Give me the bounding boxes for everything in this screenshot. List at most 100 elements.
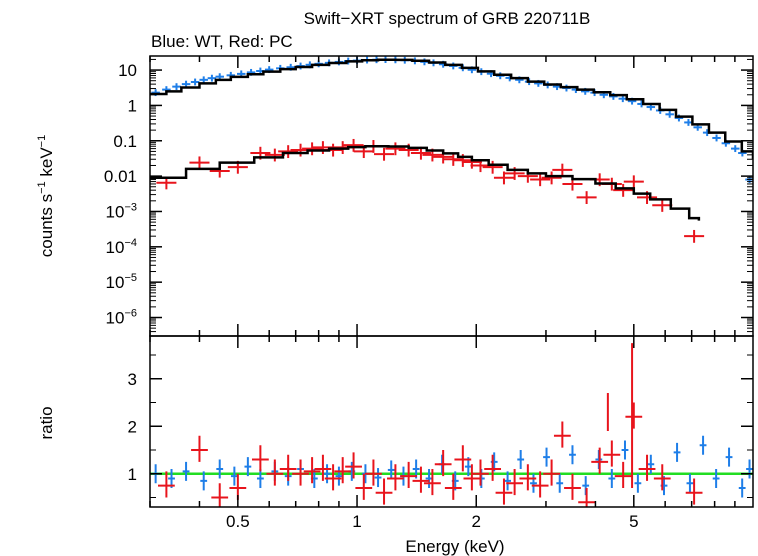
pc-spec-point-12 <box>343 138 364 152</box>
wt-ratio-point-26 <box>504 471 511 491</box>
top-y-tick-label-6: 10−5 <box>106 272 137 292</box>
pc-ratio-point-30 <box>543 459 560 486</box>
bottom-frame <box>149 335 754 508</box>
wt-ratio-point-12 <box>323 464 331 484</box>
pc-ratio-point-2 <box>211 483 229 507</box>
pc-ratio-point-27 <box>506 469 523 496</box>
pc-spec-point-5 <box>264 148 285 162</box>
pc-ratio-point-35 <box>603 440 621 467</box>
pc-ratio-point-6 <box>279 454 297 481</box>
pc-spec-point-30 <box>541 171 562 185</box>
pc-ratio-point-14 <box>365 459 382 486</box>
bot-y-tick-label-1: 2 <box>128 417 137 436</box>
pc-ratio-point-33 <box>578 488 596 507</box>
top-y-tick-label-2: 0.1 <box>113 132 137 151</box>
x-tick-label-3: 5 <box>629 512 638 531</box>
pc-ratio-point-32 <box>564 473 581 500</box>
tick-exp-6: −5 <box>124 272 137 284</box>
pc-spec-point-25 <box>482 160 503 174</box>
ylabel-base: counts s <box>37 194 56 257</box>
wt-ratio-point-13 <box>335 466 343 486</box>
wt-ratio-point-27 <box>517 450 525 469</box>
wt-ratio-point-30 <box>556 473 564 493</box>
pc-ratio-point-16 <box>387 464 404 491</box>
pc-ratio-point-17 <box>400 461 418 488</box>
tick-base-5: 10 <box>106 238 125 257</box>
wt-spec-point-2 <box>172 83 181 91</box>
pc-ratio-point-10 <box>324 464 342 491</box>
pc-spec-point-31 <box>552 163 573 177</box>
pc-ratio-point-38 <box>638 454 656 481</box>
pc-ratio-point-23 <box>463 464 481 491</box>
x-tick-label-2: 2 <box>472 512 481 531</box>
wt-ratio-point-29 <box>543 447 550 467</box>
pc-spec-point-29 <box>530 173 551 187</box>
x-tick-label-1: 1 <box>352 512 361 531</box>
pc-ratio-point-5 <box>266 459 284 486</box>
top-y-tick-label-7: 10−6 <box>106 308 137 328</box>
ylabel-exp1: −1 <box>36 181 48 194</box>
pc-ratio-point-22 <box>454 445 472 472</box>
bottom-plot-area <box>150 343 753 507</box>
top-y-tick-label-4: 10−3 <box>106 201 137 221</box>
wt-ratio-point-35 <box>621 440 629 460</box>
pc-ratio-point-37 <box>625 402 643 429</box>
pc-ratio-point-34 <box>591 447 609 474</box>
chart-title: Swift−XRT spectrum of GRB 220711B <box>304 9 591 28</box>
pc-spec-point-16 <box>385 142 406 156</box>
wt-ratio-point-34 <box>608 469 616 488</box>
pc-spec-point-36 <box>613 183 634 197</box>
wt-ratio-point-37 <box>647 454 655 474</box>
pc-ratio-point-19 <box>424 469 441 496</box>
pc-ratio-point-18 <box>412 466 430 493</box>
pc-ratio-point-0 <box>157 471 175 498</box>
x-axis-label: Energy (keV) <box>405 537 504 556</box>
wt-ratio-point-6 <box>244 457 252 477</box>
pc-spec-point-8 <box>302 142 323 156</box>
top-frame <box>149 55 754 337</box>
pc-ratio-point-24 <box>472 459 489 486</box>
pc-spec-point-6 <box>278 145 299 159</box>
wt-ratio-point-7 <box>256 469 264 488</box>
pc-ratio-point-9 <box>314 454 332 481</box>
wt-spec-point-54 <box>665 110 674 118</box>
bottom-panel: 0.5 1 2 5 1 2 3 <box>128 335 754 531</box>
pc-spec-point-40 <box>684 229 705 243</box>
wt-ratio-point-39 <box>673 442 681 462</box>
pc-spec-point-37 <box>623 175 644 189</box>
bottom-y-axis-label: ratio <box>37 406 56 439</box>
pc-ratio-point-20 <box>434 450 452 477</box>
pc-ratio-point-21 <box>444 473 462 500</box>
pc-ratio-point-36 <box>614 461 632 488</box>
pc-ratio-point-15 <box>375 478 393 505</box>
tick-exp-7: −6 <box>124 308 137 320</box>
pc-ratio-point-1 <box>191 435 208 462</box>
chart-subtitle: Blue: WT, Red: PC <box>151 32 293 51</box>
wt-ratio-point-28 <box>530 473 537 493</box>
top-y-tick-label-5: 10−4 <box>106 237 137 257</box>
wt-ratio-point-16 <box>374 468 382 488</box>
bottom-axes: 0.5 1 2 5 1 2 3 <box>128 335 754 531</box>
pc-spec-point-1 <box>189 156 210 170</box>
top-y-tick-label-1: 1 <box>128 96 137 115</box>
wt-spec-point-5 <box>199 76 208 84</box>
pc-ratio-point-8 <box>303 457 321 484</box>
pc-ratio-point-26 <box>495 478 513 505</box>
wt-ratio-point-2 <box>182 461 190 481</box>
pc-spec-point-33 <box>576 191 597 205</box>
wt-ratio-point-42 <box>712 469 720 488</box>
wt-spec-point-6 <box>207 74 217 82</box>
wt-ratio-point-17 <box>387 460 395 480</box>
pc-model-line <box>150 144 701 221</box>
pc-spec-point-26 <box>493 171 514 185</box>
wt-ratio-point-43 <box>725 447 733 467</box>
wt-ratio-point-4 <box>216 459 224 479</box>
wt-ratio-point-36 <box>634 473 642 493</box>
ylabel-mid: keV <box>37 147 56 182</box>
pc-ratio-point-25 <box>484 454 502 481</box>
pc-ratio-point-39 <box>653 464 671 491</box>
tick-base-4: 10 <box>106 202 125 221</box>
wt-model-line <box>150 58 753 160</box>
tick-base-7: 10 <box>106 309 125 328</box>
